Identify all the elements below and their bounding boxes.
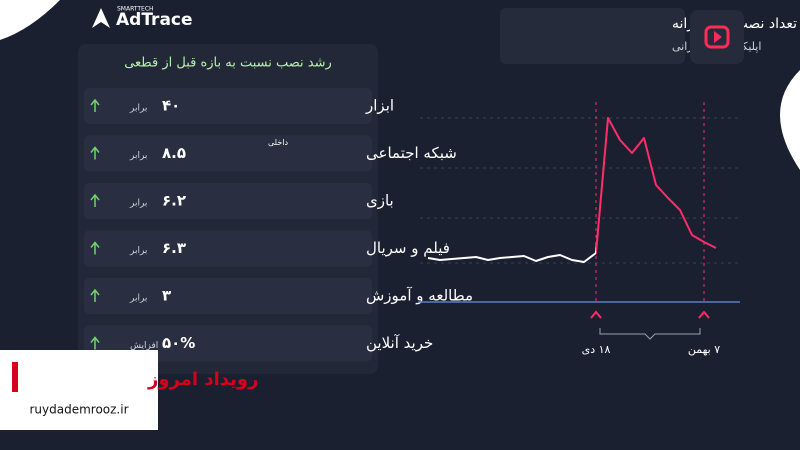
brand-logo: [92, 8, 110, 28]
row-unit: برابر: [129, 246, 147, 256]
row-unit: برابر: [129, 151, 147, 161]
row-unit: برابر: [129, 104, 147, 114]
row-category: ابزار: [365, 97, 394, 115]
grid: [420, 117, 740, 264]
watermark-url: ruydademrooz.ir: [29, 403, 128, 417]
row-arrow: [90, 336, 100, 350]
brand-name: AdTrace: [116, 10, 193, 30]
event-marker: [698, 310, 710, 319]
row-value: ۴۰: [162, 97, 180, 115]
header-card: [500, 8, 685, 64]
row-category: فیلم و سریال: [366, 239, 450, 257]
table-row: [84, 230, 372, 267]
icon: [704, 25, 730, 49]
row-unit: برابر: [129, 294, 147, 304]
row-note: داخلی: [268, 138, 288, 147]
row-category: مطالعه و آموزش: [366, 287, 473, 305]
row-arrow: [90, 288, 100, 302]
table-row: [84, 88, 372, 124]
row-category: خرید آنلاین: [366, 334, 433, 352]
event-marker: [590, 310, 602, 319]
row-value: ۶.۲: [162, 192, 186, 210]
data-line: [427, 117, 717, 263]
row-unit: افزایش: [130, 341, 158, 351]
row-arrow: [90, 146, 100, 160]
corner-shape: [780, 70, 800, 170]
row-value: ۶.۳: [162, 239, 186, 257]
table-row: [84, 183, 372, 219]
row-arrow: [90, 98, 100, 112]
row-arrow: [90, 241, 100, 255]
row-category: بازی: [366, 192, 394, 210]
row-unit: برابر: [129, 199, 147, 209]
icon: [714, 31, 722, 43]
row-value: ۵۰%: [162, 334, 195, 352]
period-bracket: [599, 328, 701, 340]
table-row: [84, 135, 372, 172]
brand-tag: SMARTTECH: [117, 6, 154, 13]
x-label: ۱۸ دی: [582, 343, 611, 356]
x-label: ۷ بهمن: [688, 343, 720, 356]
watermark-box: [0, 350, 158, 430]
watermark-name: رویداد امروز: [147, 369, 258, 390]
corner-shape: [0, 0, 60, 40]
row-value: ۳: [162, 287, 171, 305]
chart: ۱۸ دی ۷ بهمن: [427, 102, 720, 356]
watermark-bar: [12, 362, 18, 392]
row-value: ۸.۵: [162, 144, 186, 162]
table-row: [84, 278, 372, 314]
row-category: شبکه اجتماعی: [366, 144, 457, 162]
table-title: رشد نصب نسبت به بازه قبل از قطعی: [124, 56, 332, 71]
row-arrow: [90, 193, 100, 207]
table-rows: ابزار ۴۰ برابر شبکه اجتماعی داخلی ۸.۵ برابر باز…: [84, 88, 473, 362]
